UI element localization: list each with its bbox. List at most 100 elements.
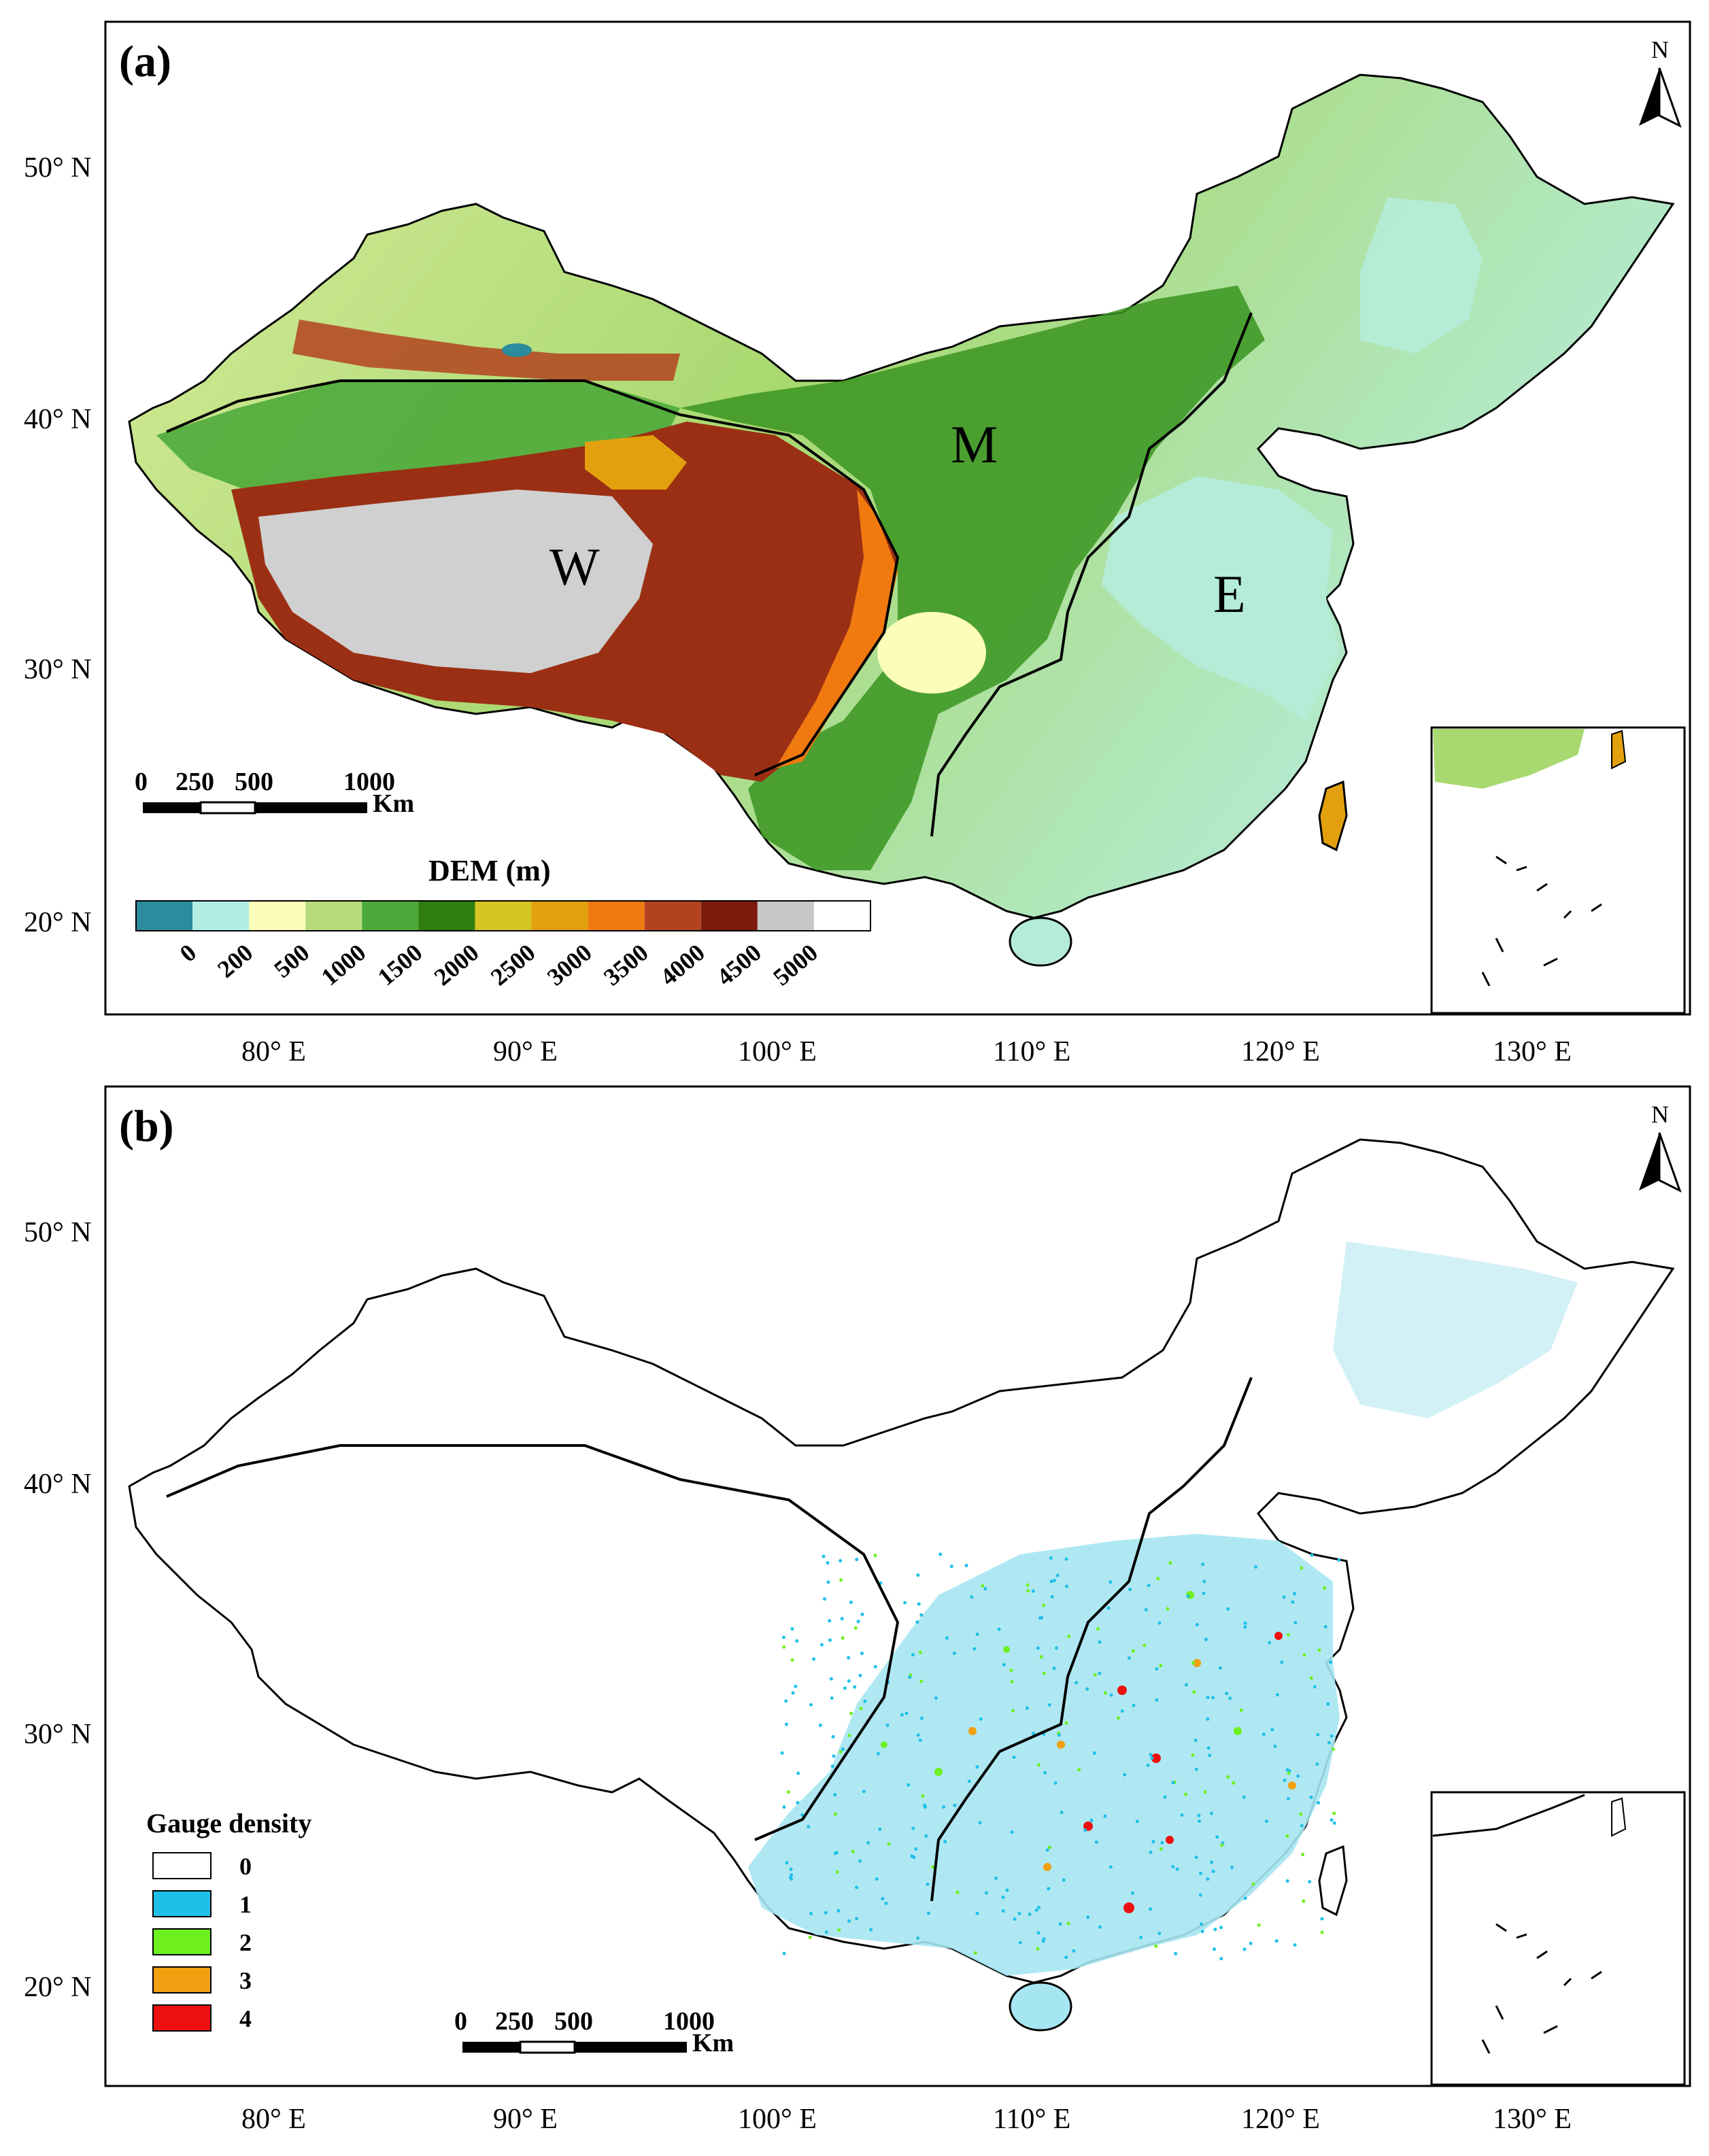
panel-a: (a) xyxy=(24,20,1691,1067)
gauge-point xyxy=(1149,1753,1153,1757)
gauge-point xyxy=(1286,1797,1290,1800)
gauge-point xyxy=(1032,1732,1036,1736)
gauge-point xyxy=(972,1647,977,1651)
gauge-point xyxy=(1135,1819,1139,1824)
gauge-point xyxy=(1052,1579,1056,1582)
gauge-point xyxy=(970,1595,974,1599)
gauge-point xyxy=(1010,1830,1014,1834)
gauge-point xyxy=(915,1620,919,1624)
dem-legend-swatch xyxy=(475,901,532,931)
gauge-point xyxy=(1103,1814,1107,1818)
gauge-point xyxy=(826,1561,830,1565)
gauge-point xyxy=(914,1847,918,1851)
gauge-point xyxy=(967,1779,971,1783)
gauge-point xyxy=(1047,1703,1051,1707)
gauge-point xyxy=(1204,1637,1208,1641)
gauge-point xyxy=(1043,1671,1046,1675)
lon-label-120-b: 120° E xyxy=(1241,2104,1320,2135)
gauge-point xyxy=(1287,1771,1291,1775)
lat-label-20: 20° N xyxy=(24,907,92,938)
gauge-point xyxy=(1320,1930,1324,1934)
gauge-point xyxy=(1149,1907,1152,1911)
gauge-point xyxy=(1157,1932,1162,1936)
gauge-point xyxy=(1186,1594,1190,1598)
gauge-point xyxy=(841,1747,845,1751)
gauge-point xyxy=(924,1834,928,1838)
gauge-point xyxy=(1203,1790,1207,1794)
gauge-point xyxy=(926,1882,930,1886)
gauge-point xyxy=(945,1636,949,1640)
gauge-point xyxy=(839,1578,843,1582)
gauge-point xyxy=(1156,1577,1160,1581)
scale-tick-1000-b: 1000 xyxy=(663,2007,715,2036)
gauge-point xyxy=(1213,1928,1217,1932)
w-m-boundary xyxy=(166,379,900,776)
gauge-point xyxy=(916,1733,920,1737)
gauge-point xyxy=(1242,1795,1246,1799)
gauge-point xyxy=(791,1691,795,1695)
gauge-point xyxy=(790,1877,793,1881)
gauge-point xyxy=(1151,1840,1155,1844)
gauge-point xyxy=(824,1911,828,1915)
gauge-point xyxy=(847,1919,851,1923)
gauge-legend: Gauge density 0 1 2 3 4 xyxy=(146,1808,311,2032)
gauge-point xyxy=(931,1865,935,1869)
gauge-point xyxy=(1243,1621,1247,1625)
gauge-point xyxy=(1194,1767,1198,1771)
gauge-point xyxy=(873,1554,877,1558)
gauge-point xyxy=(1083,1828,1087,1832)
gauge-point xyxy=(1093,1751,1096,1755)
dem-legend-swatch xyxy=(757,901,814,931)
gauge-point xyxy=(1049,1556,1053,1560)
gauge-point xyxy=(1089,1818,1094,1822)
gauge-point xyxy=(1093,1673,1097,1677)
lon-label-90-b: 90° E xyxy=(493,2104,558,2135)
lat-label-50: 50° N xyxy=(24,152,92,184)
gauge-point xyxy=(807,1825,811,1829)
south-china-sea-inset xyxy=(1430,726,1686,1014)
gauge-point xyxy=(1166,1607,1170,1611)
gauge-point xyxy=(858,1859,862,1863)
gauge-point xyxy=(1309,1795,1313,1799)
gauge-point xyxy=(1053,1781,1057,1785)
gauge-point xyxy=(1191,1753,1195,1757)
gauge-point xyxy=(1316,1732,1320,1736)
scale-tick-250-b: 250 xyxy=(495,2007,534,2036)
gauge-point xyxy=(1310,1553,1314,1557)
gauge-point xyxy=(833,1793,837,1797)
region-label-middle: M xyxy=(951,415,998,474)
gauge-point xyxy=(881,1897,885,1900)
dem-legend-swatch xyxy=(362,901,419,931)
gauge-point xyxy=(1239,1708,1243,1712)
gauge-point xyxy=(1296,1774,1300,1778)
gauge-point xyxy=(1010,1679,1014,1683)
dem-legend-swatch xyxy=(813,901,870,931)
lon-label-100: 100° E xyxy=(738,1036,817,1067)
w-m-boundary-b xyxy=(166,1444,900,1841)
gauge-point xyxy=(1309,1676,1313,1680)
gauge-point xyxy=(1262,1732,1266,1736)
gauge-point xyxy=(1275,1693,1279,1697)
gauge-point xyxy=(1171,1865,1175,1868)
gauge-point xyxy=(1302,1653,1306,1657)
gauge-point xyxy=(1130,1892,1134,1895)
gauge-point xyxy=(1048,1845,1051,1849)
gauge-point xyxy=(851,1849,855,1853)
gauge-point xyxy=(853,1685,857,1689)
gauge-point xyxy=(1330,1734,1334,1738)
gauge-point xyxy=(997,1627,1001,1631)
gauge-point xyxy=(1220,1843,1224,1847)
gauge-point xyxy=(900,1713,904,1717)
gauge-point xyxy=(809,1912,813,1915)
gauge-point xyxy=(975,1765,979,1769)
gauge-point xyxy=(1210,1811,1213,1815)
lon-label-100-b: 100° E xyxy=(738,2104,817,2135)
gauge-point xyxy=(1109,1580,1113,1584)
gauge-point xyxy=(1274,1939,1279,1943)
gauge-point xyxy=(1072,1949,1076,1953)
gauge-point xyxy=(973,1951,977,1955)
gauge-point xyxy=(1206,1877,1210,1881)
gauge-point xyxy=(979,1717,983,1721)
gauge-point xyxy=(916,1573,920,1577)
gauge-point xyxy=(983,1587,987,1591)
